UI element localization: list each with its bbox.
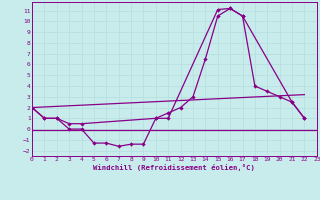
- X-axis label: Windchill (Refroidissement éolien,°C): Windchill (Refroidissement éolien,°C): [93, 164, 255, 171]
